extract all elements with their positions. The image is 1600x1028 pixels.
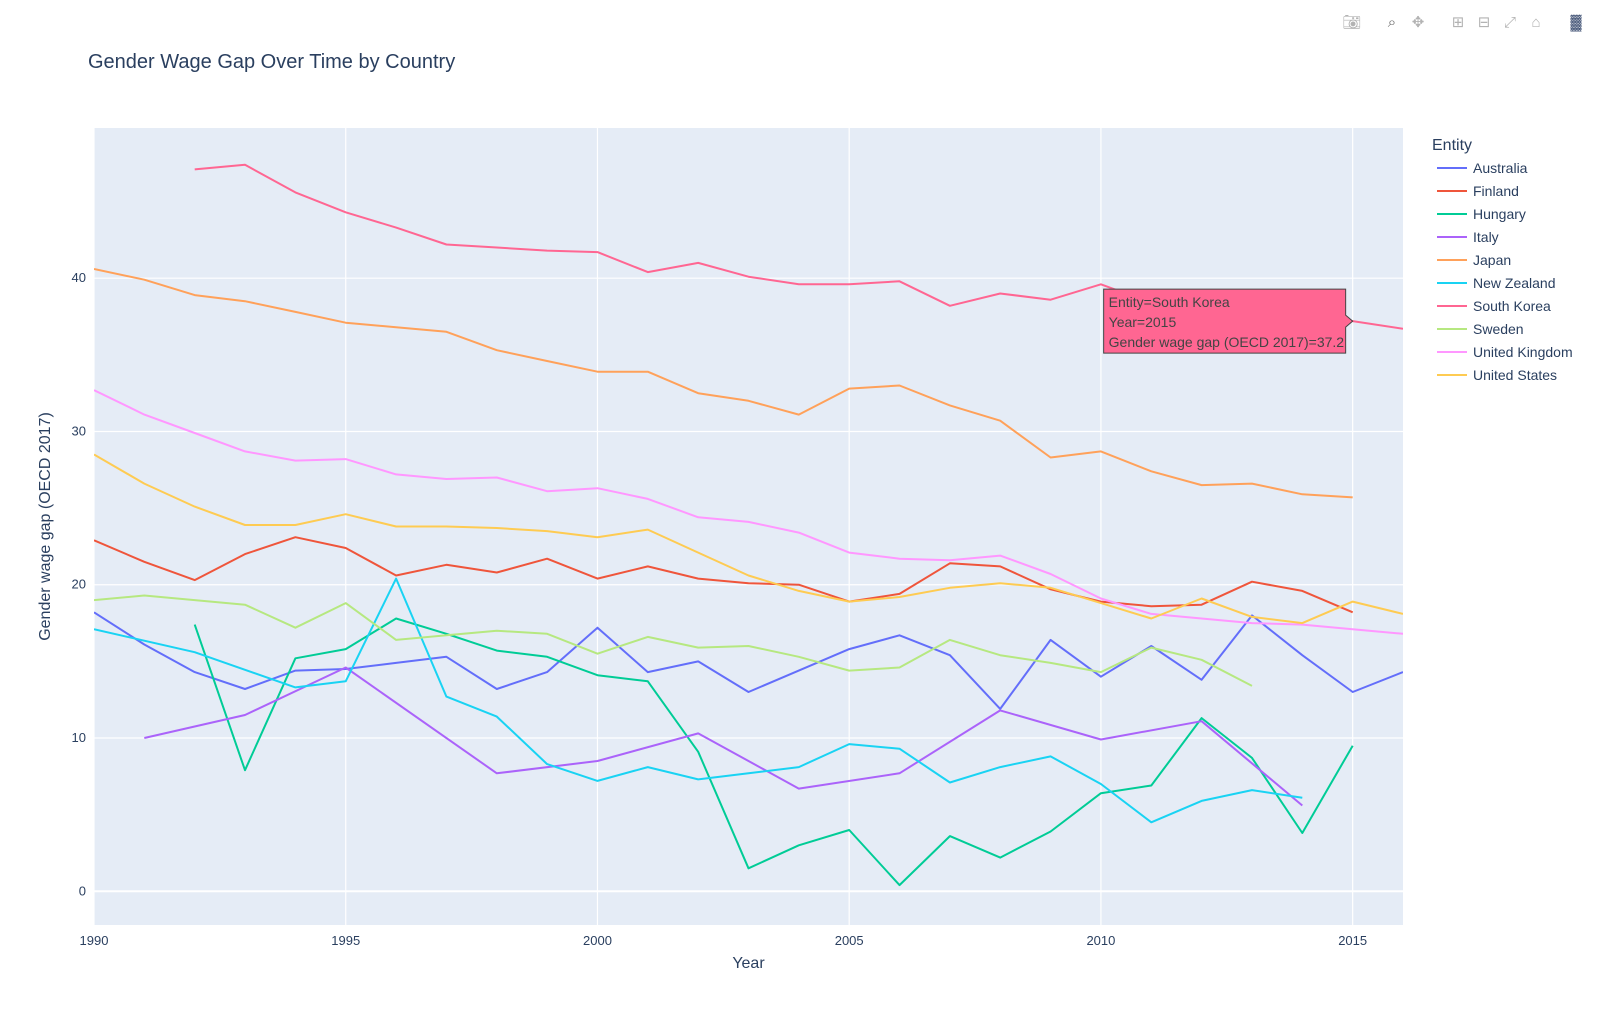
legend-label: Finland — [1473, 183, 1519, 199]
axes: 1990 1995 2000 2005 2010 2015 0 10 20 30 40 — [72, 270, 1368, 948]
legend-item[interactable]: Sweden — [1437, 321, 1524, 337]
legend-item[interactable]: Finland — [1437, 183, 1519, 199]
x-tick-label: 2015 — [1338, 933, 1367, 948]
y-tick-label: 40 — [72, 270, 86, 285]
y-axis-title: Gender wage gap (OECD 2017) — [37, 412, 54, 641]
legend-label: Japan — [1473, 252, 1511, 268]
series-lines[interactable] — [94, 163, 1403, 887]
y-tick-label: 0 — [79, 883, 86, 898]
zoom-icon[interactable]: ⌕ — [1387, 13, 1397, 31]
grid — [93, 128, 1403, 925]
x-axis-title: Year — [732, 955, 765, 972]
series-line-italy[interactable] — [144, 666, 1303, 807]
pan-icon[interactable]: ✥ — [1411, 14, 1425, 31]
home-icon[interactable]: ⌂ — [1531, 13, 1541, 31]
hover-line: Entity=South Korea — [1109, 294, 1230, 310]
x-tick-label: 2000 — [583, 933, 612, 948]
legend-item[interactable]: Italy — [1437, 229, 1499, 245]
hover-line: Gender wage gap (OECD 2017)=37.2 — [1109, 334, 1345, 350]
legend-label: Italy — [1473, 229, 1499, 245]
camera-icon[interactable]: 📷︎ — [1342, 14, 1362, 31]
zoom-out-icon[interactable]: ⊟ — [1477, 14, 1491, 31]
legend-label: United Kingdom — [1473, 344, 1573, 360]
legend-label: South Korea — [1473, 298, 1551, 314]
series-line-japan[interactable] — [94, 268, 1353, 499]
legend-label: New Zealand — [1473, 275, 1556, 291]
legend-item[interactable]: Australia — [1437, 160, 1528, 176]
series-line-united-kingdom[interactable] — [94, 389, 1403, 635]
series-line-australia[interactable] — [94, 611, 1403, 710]
y-tick-label: 10 — [72, 730, 86, 745]
y-tick-label: 30 — [72, 423, 86, 438]
legend-label: Sweden — [1473, 321, 1524, 337]
legend-label: United States — [1473, 367, 1557, 383]
hover-tooltip: Entity=South Korea Year=2015 Gender wage g… — [1103, 288, 1354, 354]
y-tick-label: 20 — [72, 577, 86, 592]
legend: Entity Australia Finland Hungary Italy Japan… — [1432, 137, 1573, 383]
legend-item[interactable]: Japan — [1437, 252, 1511, 268]
x-tick-label: 1990 — [80, 933, 109, 948]
plotly-logo-icon[interactable]: ▓ — [1570, 13, 1582, 31]
series-line-sweden[interactable] — [94, 594, 1253, 687]
x-tick-label: 1995 — [331, 933, 360, 948]
autoscale-icon[interactable]: ⤢ — [1503, 13, 1516, 31]
series-line-hungary[interactable] — [193, 617, 1354, 887]
legend-title: Entity — [1432, 137, 1472, 154]
series-line-finland[interactable] — [94, 536, 1354, 614]
zoom-in-icon[interactable]: ⊞ — [1451, 14, 1465, 31]
legend-item[interactable]: Hungary — [1437, 206, 1526, 222]
legend-label: Hungary — [1473, 206, 1526, 222]
legend-item[interactable]: United Kingdom — [1437, 344, 1573, 360]
plot-background — [94, 128, 1403, 925]
modebar: 📷︎ ⌕ ✥ ⊞ ⊟ ⤢ ⌂ ▓ — [1342, 12, 1586, 32]
series-line-new-zealand[interactable] — [94, 577, 1303, 824]
legend-item[interactable]: New Zealand — [1437, 275, 1556, 291]
hover-line: Year=2015 — [1109, 314, 1177, 330]
x-tick-label: 2010 — [1086, 933, 1115, 948]
legend-label: Australia — [1473, 160, 1528, 176]
x-tick-label: 2005 — [835, 933, 864, 948]
chart-title: Gender Wage Gap Over Time by Country — [88, 51, 455, 73]
legend-item[interactable]: United States — [1437, 367, 1557, 383]
hover-box — [1103, 288, 1354, 354]
legend-item[interactable]: South Korea — [1437, 298, 1551, 314]
series-line-united-states[interactable] — [94, 453, 1403, 625]
